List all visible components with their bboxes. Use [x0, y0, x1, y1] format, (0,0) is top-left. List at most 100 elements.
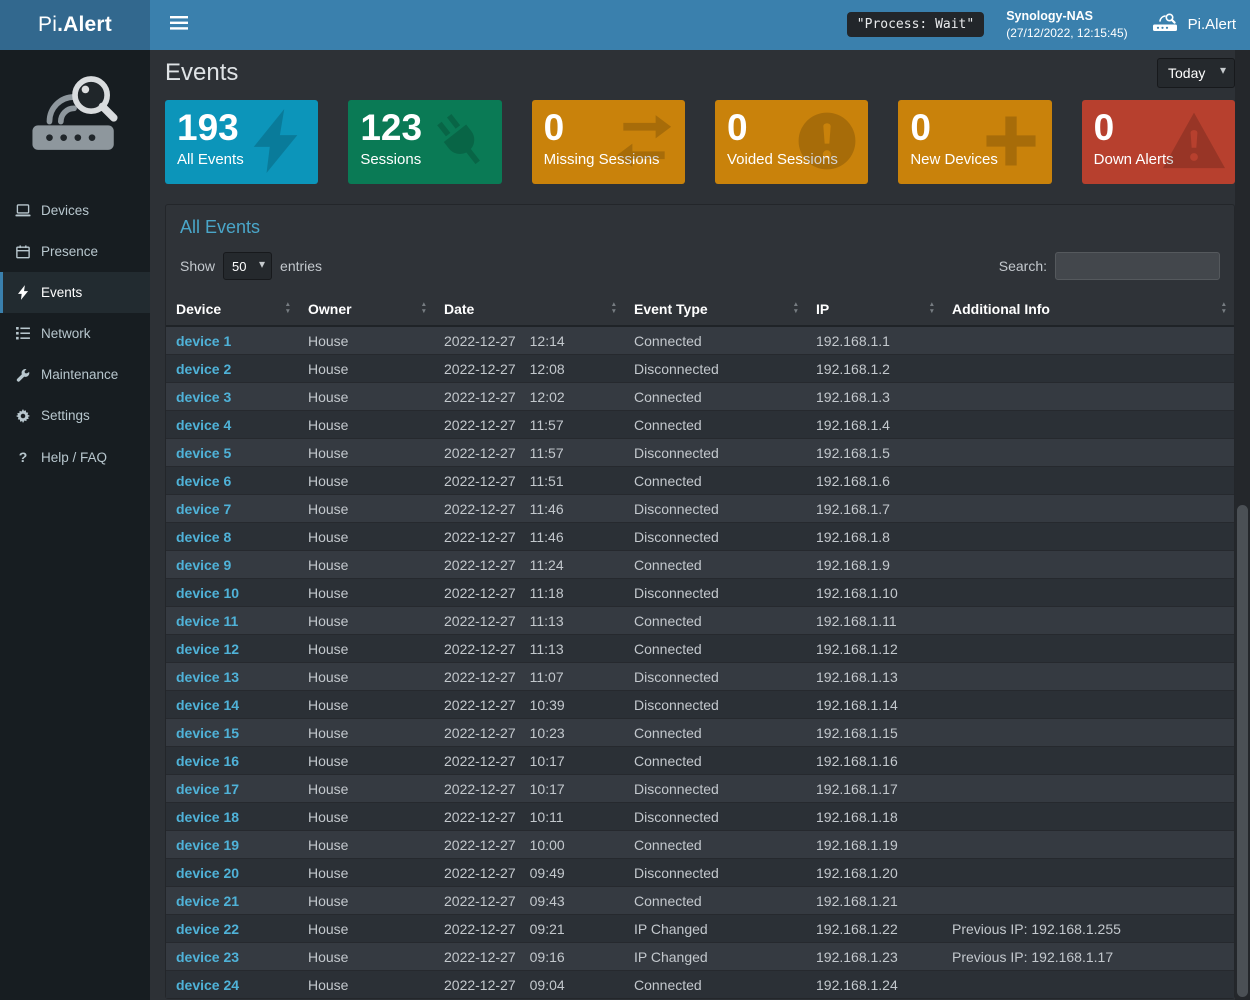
process-status-badge: "Process: Wait" — [846, 12, 985, 38]
brand-suffix: .Alert — [57, 13, 112, 36]
sort-icon: ▲ ▼ — [792, 301, 799, 315]
device-link[interactable]: device 6 — [176, 472, 232, 489]
warning-triangle-icon — [1162, 109, 1225, 173]
sidebar-item-label: Help / FAQ — [41, 449, 108, 465]
event-row: device 18 House 2022-12-27 10:11 Disconnecte… — [166, 802, 1234, 831]
ip-cell: 192.168.1.8 — [806, 522, 942, 551]
device-link[interactable]: device 20 — [176, 864, 240, 881]
device-cell: device 9 — [166, 550, 298, 579]
sidebar-item-label: Events — [41, 285, 83, 300]
sidebar-toggle[interactable] — [164, 10, 194, 41]
column-header-device[interactable]: Device ▲ ▼ — [166, 293, 298, 327]
vertical-scrollbar[interactable] — [1235, 50, 1250, 1000]
device-cell: device 19 — [166, 830, 298, 859]
event-type-cell: Connected — [624, 746, 806, 775]
device-cell: device 15 — [166, 718, 298, 747]
device-link[interactable]: device 17 — [176, 780, 240, 797]
sidebar-item-label: Maintenance — [41, 367, 119, 382]
device-link[interactable]: device 23 — [176, 948, 240, 965]
ip-cell: 192.168.1.20 — [806, 858, 942, 887]
sidebar-item-network[interactable]: Network — [0, 313, 150, 354]
device-link[interactable]: device 5 — [176, 444, 232, 461]
column-header-ip[interactable]: IP ▲ ▼ — [806, 293, 942, 327]
device-link[interactable]: device 22 — [176, 920, 240, 937]
period-select[interactable]: Today — [1157, 58, 1235, 88]
sidebar-item-settings[interactable]: Settings — [0, 395, 150, 436]
device-link[interactable]: device 4 — [176, 416, 232, 433]
device-link[interactable]: device 9 — [176, 556, 232, 573]
stat-card-voided-sessions[interactable]: 0 Voided Sessions — [714, 100, 869, 184]
device-link[interactable]: device 16 — [176, 752, 240, 769]
page-size-select[interactable]: 50 — [223, 252, 273, 280]
stat-card-label: Sessions — [360, 150, 422, 168]
owner-cell: House — [298, 942, 434, 971]
event-type-cell: Disconnected — [624, 438, 806, 467]
stat-card-sessions[interactable]: 123 Sessions — [348, 100, 502, 184]
column-header-date[interactable]: Date ▲ ▼ — [434, 293, 624, 327]
ip-cell: 192.168.1.3 — [806, 382, 942, 411]
ip-cell: 192.168.1.18 — [806, 802, 942, 831]
stat-card-new-devices[interactable]: 0 New Devices — [898, 100, 1052, 184]
device-link[interactable]: device 3 — [176, 388, 232, 405]
device-link[interactable]: device 12 — [176, 640, 240, 657]
event-type-cell: Connected — [624, 466, 806, 495]
column-header-owner[interactable]: Owner ▲ ▼ — [298, 293, 434, 327]
search-input[interactable] — [1055, 252, 1220, 280]
stat-card-label: Down Alerts — [1093, 150, 1174, 168]
device-link[interactable]: device 2 — [176, 360, 232, 377]
event-type-cell: Connected — [624, 550, 806, 579]
event-row: device 3 House 2022-12-27 12:02 Connected 192… — [166, 382, 1234, 411]
event-row: device 24 House 2022-12-27 09:04 Connected 19… — [166, 970, 1234, 998]
sidebar-item-events[interactable]: Events — [0, 272, 150, 313]
ip-cell: 192.168.1.6 — [806, 466, 942, 495]
ip-cell: 192.168.1.16 — [806, 746, 942, 775]
date-cell: 2022-12-27 11:57 — [434, 438, 624, 467]
sidebar-item-presence[interactable]: Presence — [0, 231, 150, 272]
event-row: device 1 House 2022-12-27 12:14 Connected 192… — [166, 325, 1234, 355]
scrollbar-thumb[interactable] — [1237, 505, 1248, 997]
gear-icon — [14, 408, 32, 423]
device-link[interactable]: device 11 — [176, 612, 239, 629]
device-link[interactable]: device 19 — [176, 836, 240, 853]
device-link[interactable]: device 8 — [176, 528, 232, 545]
device-link[interactable]: device 1 — [176, 332, 232, 349]
column-header-event-type[interactable]: Event Type ▲ ▼ — [624, 293, 806, 327]
device-link[interactable]: device 21 — [176, 892, 240, 909]
question-icon: ? — [18, 449, 28, 465]
event-row: device 7 House 2022-12-27 11:46 Disconnected… — [166, 494, 1234, 523]
date-cell: 2022-12-27 10:11 — [434, 802, 624, 831]
event-row: device 9 House 2022-12-27 11:24 Connected 192… — [166, 550, 1234, 579]
device-cell: device 14 — [166, 690, 298, 719]
stat-card-value: 0 — [543, 107, 565, 148]
device-link[interactable]: device 15 — [176, 724, 240, 741]
device-cell: device 10 — [166, 578, 298, 607]
event-row: device 2 House 2022-12-27 12:08 Disconnected… — [166, 354, 1234, 383]
sidebar-item-devices[interactable]: Devices — [0, 190, 150, 231]
event-row: device 15 House 2022-12-27 10:23 Connected 19… — [166, 718, 1234, 747]
device-link[interactable]: device 14 — [176, 696, 240, 713]
date-cell: 2022-12-27 11:13 — [434, 634, 624, 663]
device-link[interactable]: device 10 — [176, 584, 240, 601]
events-table: Device ▲ ▼ Owner ▲ ▼ Date ▲ ▼ Event Type ▲ ▼ IP ▲ ▼ Add… — [166, 293, 1234, 998]
additional-info-cell — [942, 578, 1234, 607]
date-cell: 2022-12-27 12:02 — [434, 382, 624, 411]
brand-logo: Pi .Alert — [0, 0, 150, 50]
event-type-cell: Disconnected — [624, 494, 806, 523]
column-header-additional-info[interactable]: Additional Info ▲ ▼ — [942, 293, 1234, 327]
ip-cell: 192.168.1.17 — [806, 774, 942, 803]
device-link[interactable]: device 24 — [176, 976, 240, 993]
stat-card-all-events[interactable]: 193 All Events — [165, 100, 319, 184]
device-cell: device 20 — [166, 858, 298, 887]
sidebar-item-help-faq[interactable]: ? Help / FAQ — [0, 436, 150, 478]
bolt-icon — [246, 109, 308, 173]
stat-card-down-alerts[interactable]: 0 Down Alerts — [1081, 100, 1235, 184]
device-link[interactable]: device 18 — [176, 808, 240, 825]
sidebar-item-maintenance[interactable]: Maintenance — [0, 354, 150, 395]
device-link[interactable]: device 7 — [176, 500, 232, 517]
device-link[interactable]: device 13 — [176, 668, 240, 685]
date-cell: 2022-12-27 10:00 — [434, 830, 624, 859]
event-type-cell: Connected — [624, 634, 806, 663]
stat-card-missing-sessions[interactable]: 0 Missing Sessions — [531, 100, 685, 184]
ip-cell: 192.168.1.13 — [806, 662, 942, 691]
ip-cell: 192.168.1.21 — [806, 886, 942, 915]
